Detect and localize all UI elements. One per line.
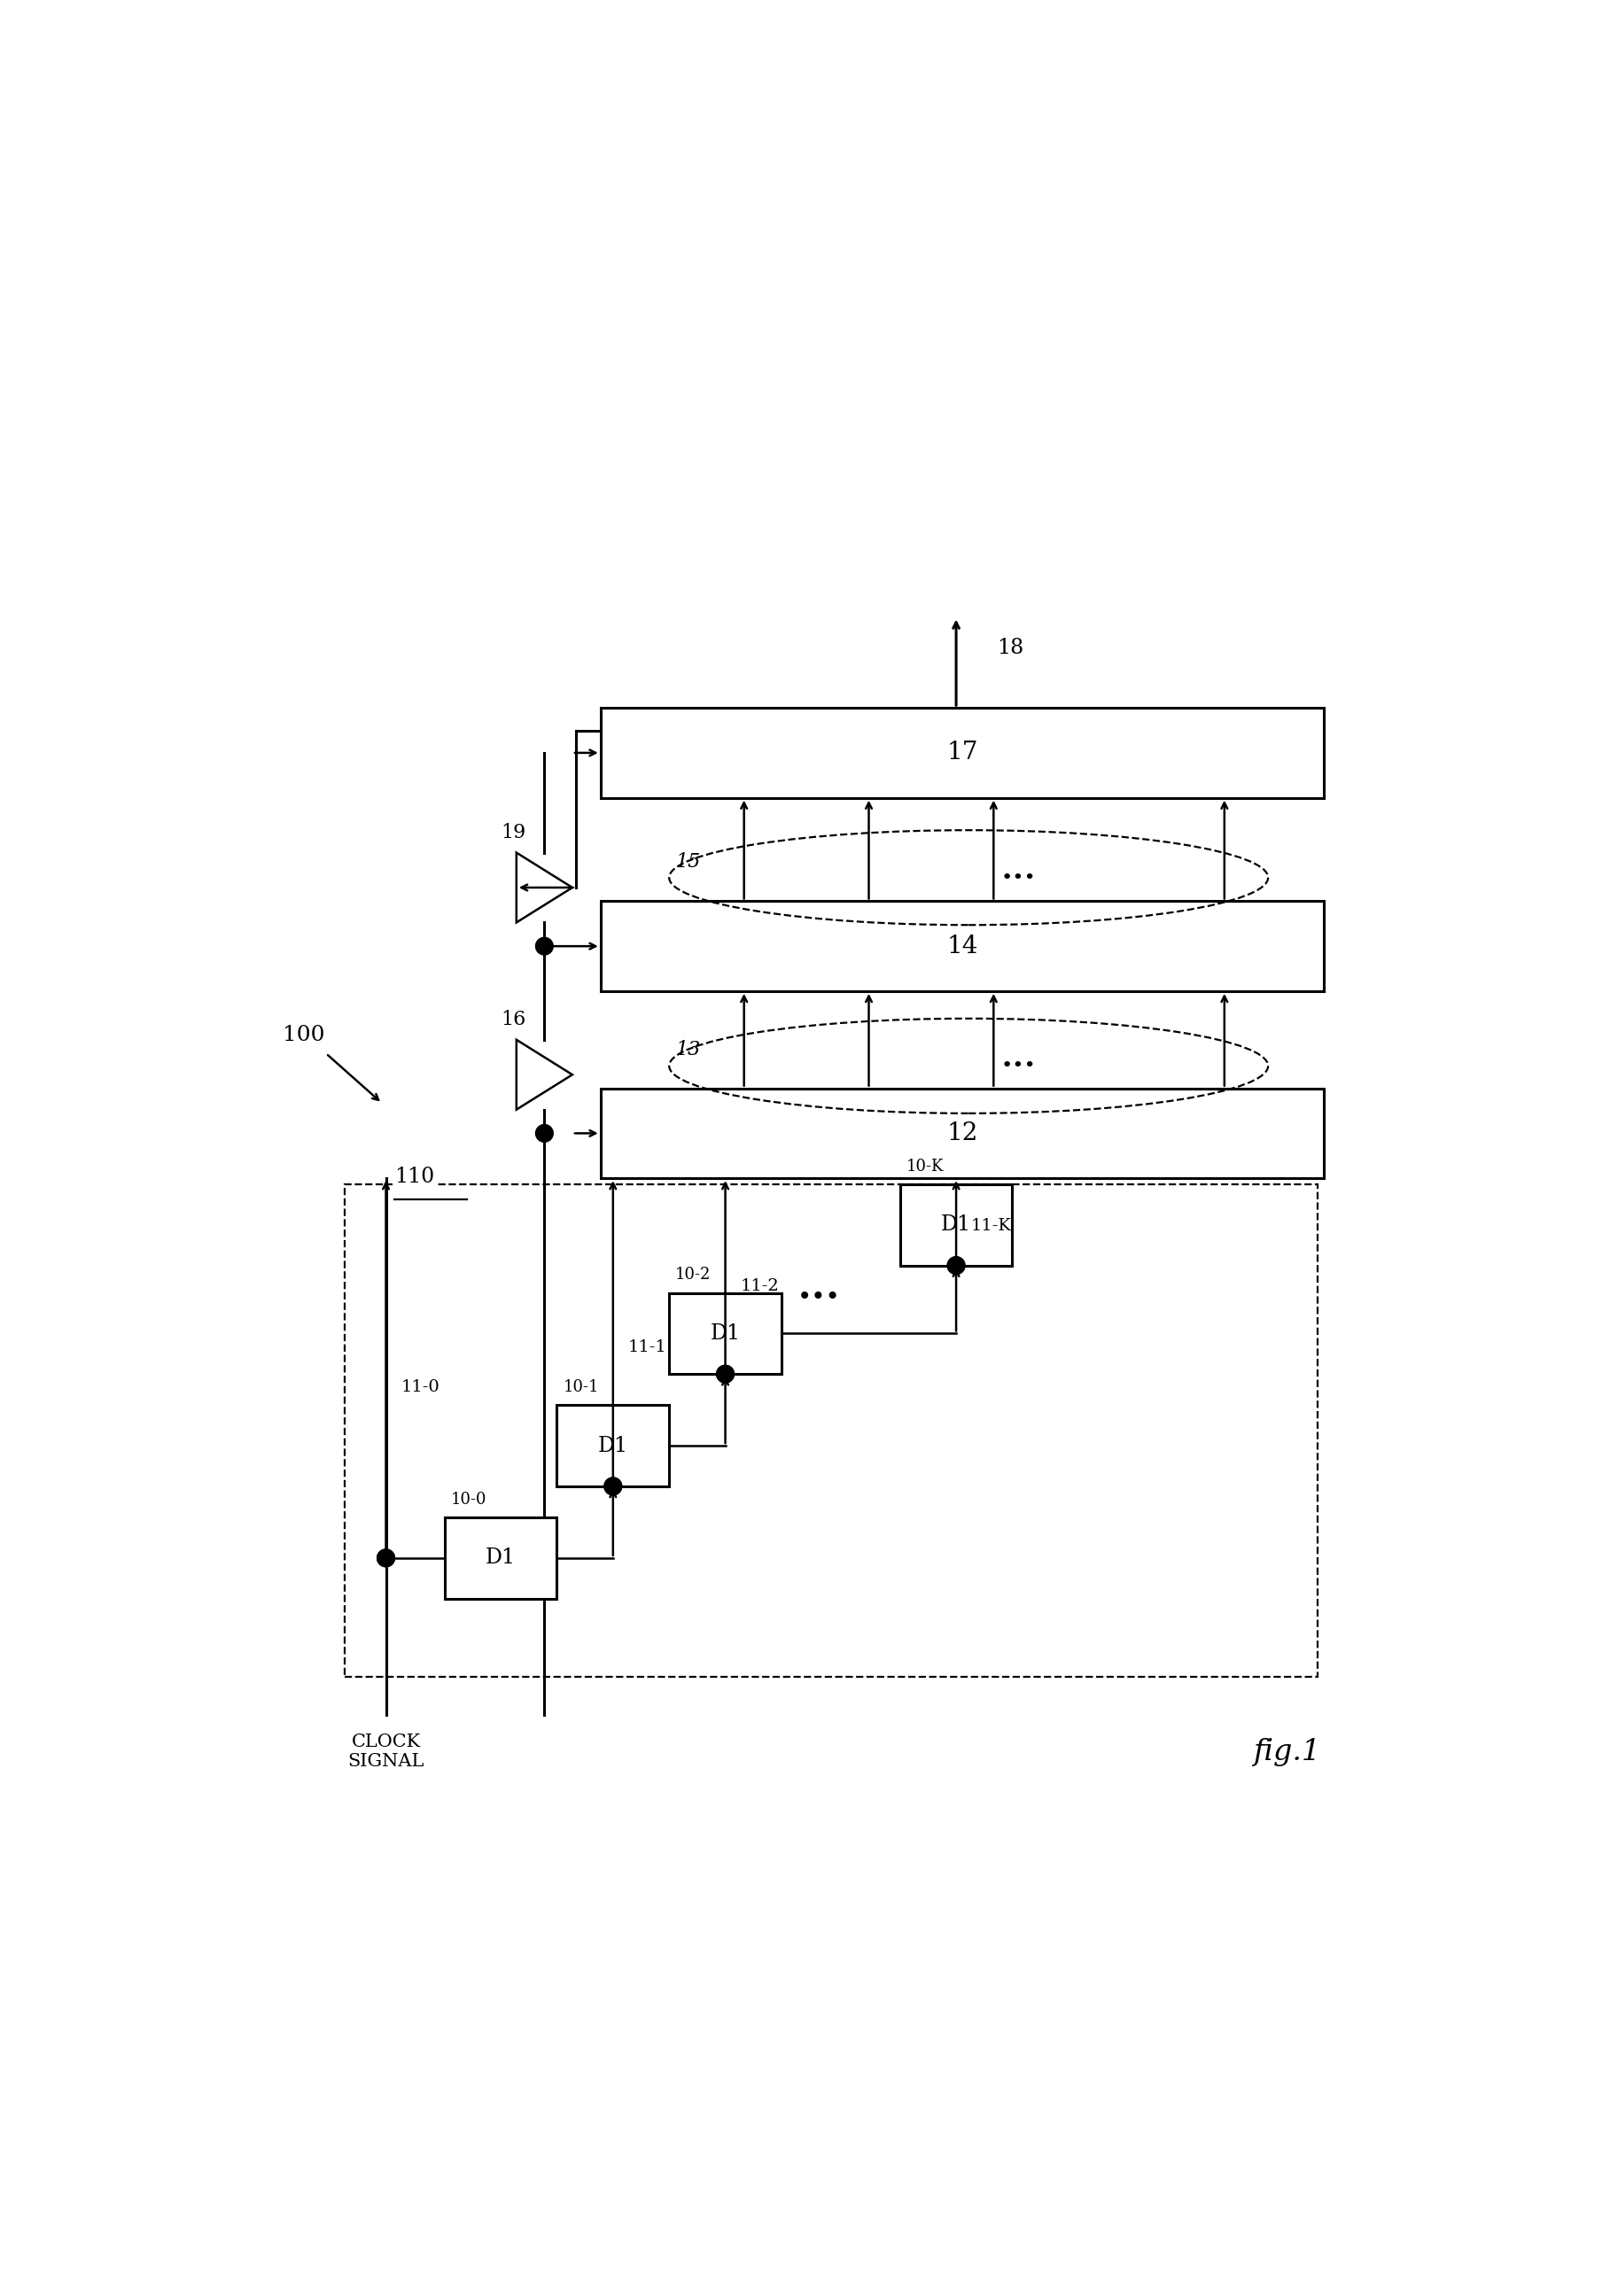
Bar [670,1293,781,1373]
Text: CLOCK
SIGNAL: CLOCK SIGNAL [348,1733,423,1770]
Text: 16: 16 [501,1010,526,1029]
Text: 11-0: 11-0 [401,1380,440,1396]
Bar [557,1405,670,1486]
Text: 11-2: 11-2 [741,1279,779,1295]
Circle shape [377,1550,394,1566]
Text: 12: 12 [947,1120,977,1146]
Circle shape [536,1125,554,1141]
Text: D1: D1 [486,1548,515,1568]
Text: 13: 13 [676,1040,700,1061]
Bar [601,1088,1323,1178]
Text: 100: 100 [282,1024,325,1045]
Bar [900,1185,1013,1265]
Circle shape [604,1479,621,1495]
Text: 18: 18 [997,638,1024,659]
Text: 19: 19 [501,822,526,843]
Polygon shape [517,852,572,923]
Text: fig.1: fig.1 [1253,1738,1320,1766]
Text: •••: ••• [797,1283,840,1309]
Text: 14: 14 [947,934,977,957]
Circle shape [536,937,554,955]
Circle shape [716,1366,734,1382]
Text: 110: 110 [394,1166,435,1187]
Circle shape [947,1256,964,1274]
Text: D1: D1 [940,1215,971,1235]
Text: D1: D1 [597,1435,628,1456]
Text: D1: D1 [710,1322,741,1343]
Polygon shape [517,1040,572,1109]
Bar [601,902,1323,992]
Text: 10-1: 10-1 [563,1380,599,1396]
Circle shape [604,1479,621,1495]
Bar [444,1518,557,1598]
Text: •••: ••• [1001,1056,1037,1075]
Circle shape [947,1256,964,1274]
Text: 15: 15 [676,852,700,872]
Circle shape [716,1366,734,1382]
Bar [601,707,1323,797]
Circle shape [377,1550,394,1566]
Text: 11-1: 11-1 [628,1339,667,1355]
Text: 10-K: 10-K [906,1159,943,1176]
Text: 10-0: 10-0 [451,1492,486,1508]
Text: •••: ••• [1001,868,1037,886]
Text: 10-2: 10-2 [676,1267,712,1283]
Text: 11-K: 11-K [971,1219,1011,1235]
Text: 17: 17 [947,742,979,765]
